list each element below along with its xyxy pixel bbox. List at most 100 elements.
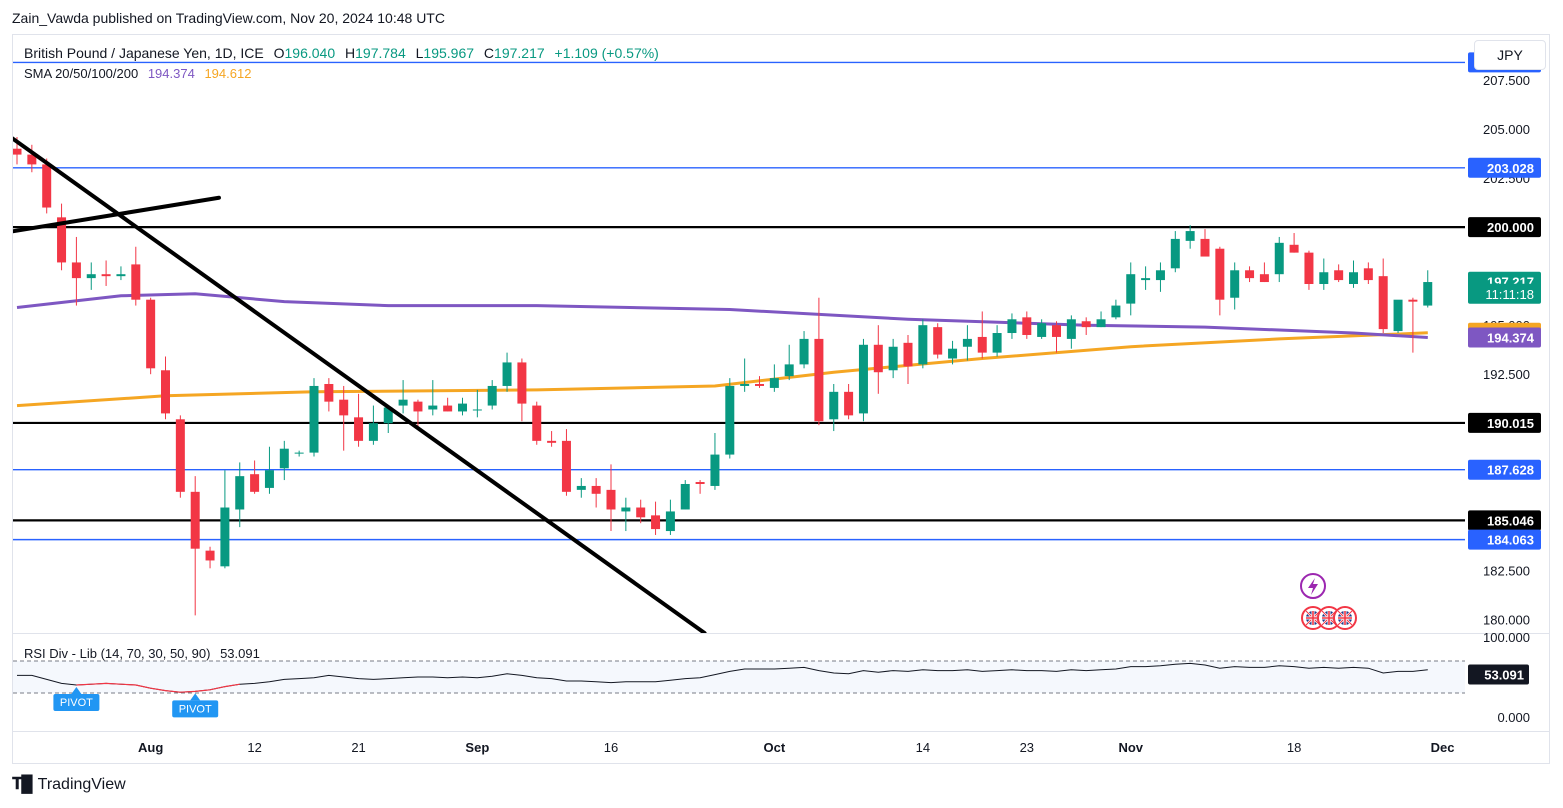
candle[interactable]	[814, 297, 824, 426]
candle[interactable]	[858, 338, 868, 422]
candle[interactable]	[368, 405, 378, 445]
candle[interactable]	[636, 499, 646, 524]
candle[interactable]	[710, 433, 720, 490]
candle[interactable]	[220, 470, 230, 569]
price-tag[interactable]: 200.000	[1468, 217, 1541, 238]
candle[interactable]	[799, 331, 809, 369]
price-tag[interactable]: 194.374	[1468, 327, 1541, 348]
candle[interactable]	[829, 383, 839, 432]
candle[interactable]	[561, 429, 571, 496]
trendline[interactable]	[2, 131, 707, 633]
candle[interactable]	[547, 431, 557, 447]
candle[interactable]	[591, 478, 601, 508]
candle[interactable]	[235, 462, 245, 528]
candle[interactable]	[1141, 266, 1151, 290]
price-tag[interactable]: 185.046	[1468, 510, 1541, 531]
candle[interactable]	[1334, 264, 1344, 283]
candle[interactable]	[962, 325, 972, 361]
candle[interactable]	[1259, 262, 1269, 283]
candle[interactable]	[428, 380, 438, 416]
symbol-legend[interactable]: British Pound / Japanese Yen, 1D, ICE O1…	[24, 45, 659, 61]
pivot-marker[interactable]: PIVOT	[172, 693, 219, 718]
candle[interactable]	[339, 385, 349, 451]
price-tag[interactable]: 190.015	[1468, 412, 1541, 433]
candle[interactable]	[279, 440, 289, 481]
candle[interactable]	[621, 497, 631, 532]
candle[interactable]	[116, 266, 126, 281]
sma200-line[interactable]	[16, 331, 1428, 408]
candle[interactable]	[1393, 299, 1403, 334]
sma-legend[interactable]: SMA 20/50/100/200 194.374 194.612	[24, 66, 251, 81]
candle[interactable]	[606, 464, 616, 532]
candle[interactable]	[1081, 317, 1091, 335]
candle[interactable]	[903, 334, 913, 384]
candle[interactable]	[1200, 229, 1210, 257]
candle[interactable]	[888, 338, 898, 379]
candle[interactable]	[784, 344, 794, 381]
candle[interactable]	[1007, 313, 1017, 339]
candle[interactable]	[844, 383, 854, 420]
candle[interactable]	[1096, 311, 1106, 328]
candle[interactable]	[755, 376, 764, 388]
candle[interactable]	[71, 236, 81, 306]
candle[interactable]	[1319, 258, 1329, 290]
candle[interactable]	[933, 323, 943, 359]
uk-flag-event-icon[interactable]	[1333, 606, 1357, 630]
candle[interactable]	[1111, 299, 1121, 320]
candle[interactable]	[443, 397, 453, 412]
candle[interactable]	[1274, 236, 1284, 283]
price-tag[interactable]: 187.628	[1468, 459, 1541, 480]
candle[interactable]	[1230, 262, 1240, 310]
price-tag[interactable]: 11:11:18	[1468, 283, 1541, 304]
candle[interactable]	[1126, 262, 1136, 316]
candle[interactable]	[725, 378, 735, 459]
candle[interactable]	[101, 260, 111, 286]
candle[interactable]	[873, 325, 883, 394]
candle[interactable]	[695, 480, 705, 494]
candle[interactable]	[517, 358, 527, 422]
lightning-event-icon[interactable]	[1300, 573, 1326, 599]
candle[interactable]	[1408, 297, 1418, 353]
tradingview-logo[interactable]: 𝐓█ TradingView	[12, 776, 126, 794]
candle[interactable]	[502, 352, 512, 392]
candle[interactable]	[472, 389, 482, 418]
candle[interactable]	[42, 158, 52, 214]
candle[interactable]	[665, 499, 675, 535]
rsi-divergence-line[interactable]	[76, 682, 240, 693]
candle[interactable]	[1289, 233, 1299, 253]
candle[interactable]	[190, 476, 200, 616]
candle[interactable]	[205, 546, 215, 569]
candle[interactable]	[1170, 231, 1180, 273]
candle[interactable]	[250, 460, 260, 494]
candle[interactable]	[680, 480, 690, 510]
candle[interactable]	[977, 311, 987, 359]
candle[interactable]	[1066, 315, 1076, 349]
candle[interactable]	[948, 340, 958, 365]
candle[interactable]	[264, 446, 274, 494]
candle[interactable]	[57, 203, 67, 271]
candle[interactable]	[1037, 319, 1047, 339]
candle[interactable]	[740, 358, 750, 392]
candle[interactable]	[398, 380, 408, 414]
candle[interactable]	[992, 325, 1002, 357]
candle[interactable]	[354, 393, 364, 447]
candle[interactable]	[1349, 260, 1358, 288]
candle[interactable]	[1052, 321, 1061, 353]
candle[interactable]	[1378, 258, 1388, 334]
candle[interactable]	[324, 378, 334, 412]
candle[interactable]	[576, 478, 586, 498]
trendline[interactable]	[2, 195, 221, 234]
candle[interactable]	[487, 380, 497, 410]
candle[interactable]	[86, 262, 96, 290]
candle[interactable]	[1185, 225, 1195, 249]
candle[interactable]	[532, 401, 542, 445]
candle[interactable]	[175, 415, 185, 498]
candle[interactable]	[27, 144, 37, 173]
candle[interactable]	[413, 399, 423, 430]
candle[interactable]	[383, 405, 393, 434]
candle[interactable]	[309, 378, 319, 457]
candle[interactable]	[294, 450, 304, 457]
candle[interactable]	[1423, 270, 1433, 308]
candle[interactable]	[1155, 262, 1165, 292]
